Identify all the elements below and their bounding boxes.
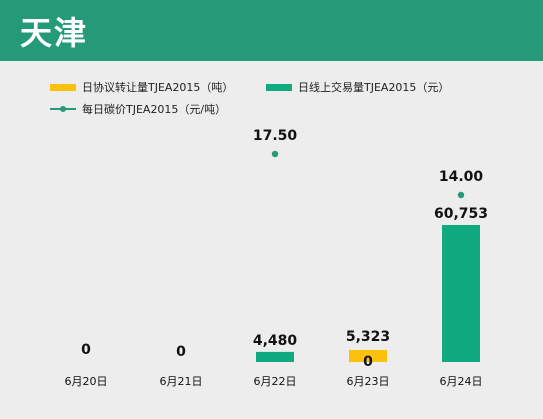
data-label-online: 4,480 <box>253 333 298 349</box>
price-point <box>457 191 465 199</box>
data-label-price: 17.50 <box>253 128 298 144</box>
legend-price-swatch <box>50 105 76 113</box>
x-tick-label: 6月23日 <box>347 375 390 388</box>
legend-price: 每日碳价TJEA2015（元/吨） <box>50 101 226 117</box>
data-label-price: 14.00 <box>439 169 484 185</box>
data-label-agreement: 5,323 <box>346 329 390 345</box>
price-point <box>271 150 279 158</box>
legend-online: 日线上交易量TJEA2015（元） <box>266 79 449 95</box>
bar-agreement <box>349 349 387 362</box>
legend-price-label: 每日碳价TJEA2015（元/吨） <box>82 103 227 116</box>
data-label-online: 60,753 <box>434 206 488 222</box>
legend-agreement-label: 日协议转让量TJEA2015（吨） <box>82 81 234 94</box>
x-tick-label: 6月21日 <box>160 375 203 388</box>
legend-online-swatch <box>266 83 292 91</box>
legend-online-label: 日线上交易量TJEA2015（元） <box>298 81 450 94</box>
header-banner: 天津 <box>0 0 543 61</box>
x-tick-label: 6月22日 <box>254 375 297 388</box>
data-label-online: 0 <box>363 354 373 370</box>
data-label-agreement: 0 <box>81 342 91 358</box>
bar-online <box>256 351 294 362</box>
data-label-agreement: 0 <box>176 344 186 360</box>
page-title: 天津 <box>20 14 89 52</box>
legend-agreement: 日协议转让量TJEA2015（吨） <box>50 79 233 95</box>
legend-agreement-swatch <box>50 83 76 91</box>
x-tick-label: 6月24日 <box>440 375 483 388</box>
bar-online <box>442 225 480 362</box>
x-tick-label: 6月20日 <box>65 375 108 388</box>
